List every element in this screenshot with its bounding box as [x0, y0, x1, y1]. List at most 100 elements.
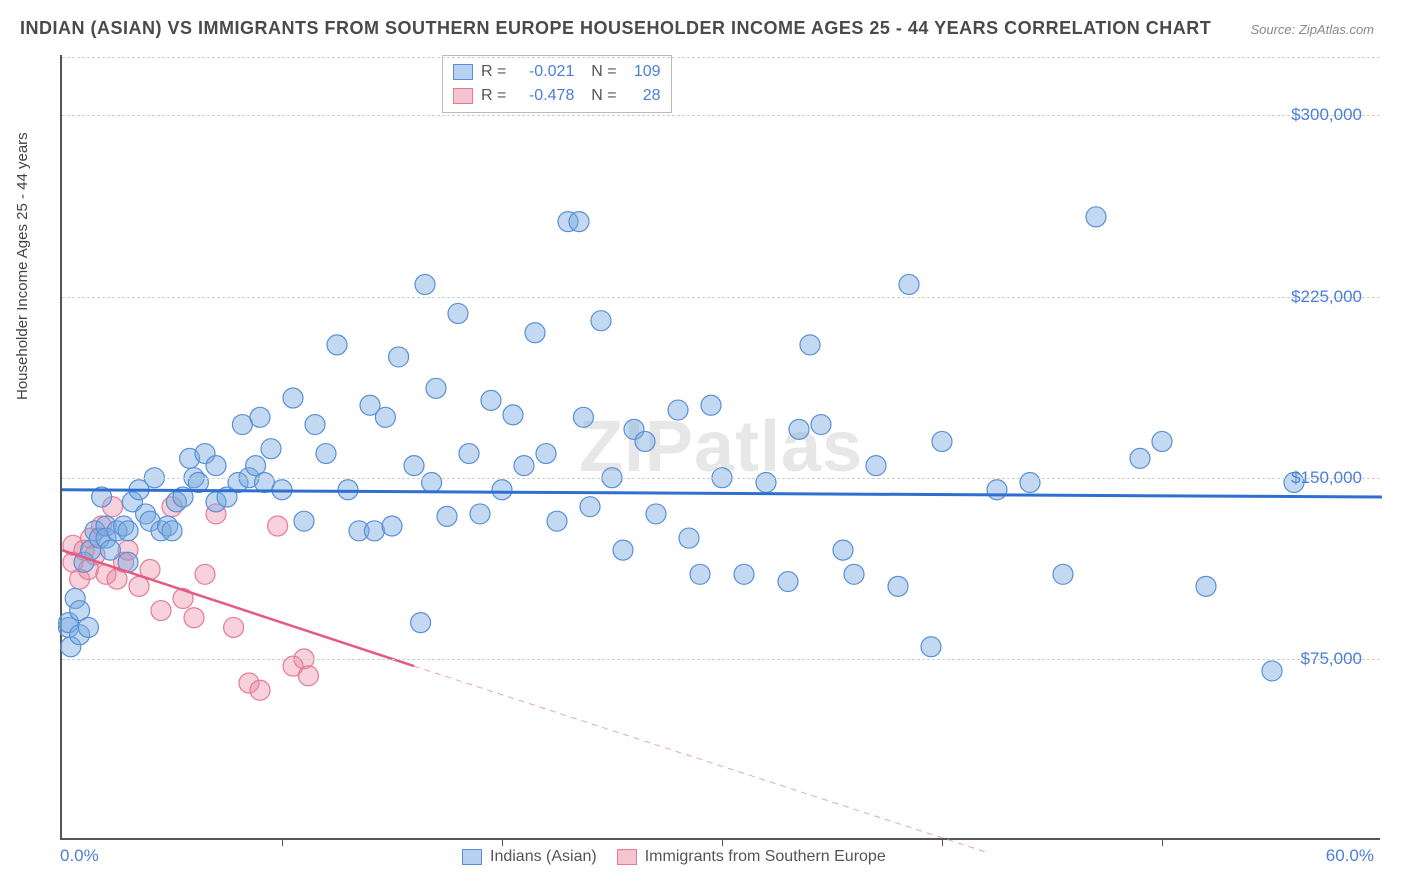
data-point [569, 212, 589, 232]
data-point [338, 480, 358, 500]
data-point [514, 456, 534, 476]
trendline [62, 490, 1382, 497]
legend-item: Immigrants from Southern Europe [617, 848, 886, 866]
gridline-h [62, 478, 1380, 479]
legend-series: Indians (Asian) Immigrants from Southern… [462, 848, 886, 866]
data-point [470, 504, 490, 524]
y-tick-label: $150,000 [1291, 468, 1362, 488]
data-point [415, 274, 435, 294]
data-point [422, 473, 442, 493]
y-tick-label: $75,000 [1301, 649, 1362, 669]
y-tick-label: $225,000 [1291, 287, 1362, 307]
x-tick-label: 60.0% [1326, 846, 1374, 866]
data-point [283, 388, 303, 408]
data-point [118, 521, 138, 541]
data-point [268, 516, 288, 536]
data-point [921, 637, 941, 657]
data-point [250, 407, 270, 427]
legend-series-label: Immigrants from Southern Europe [645, 848, 886, 866]
gridline-h [62, 297, 1380, 298]
gridline-h [62, 115, 1380, 116]
data-point [437, 506, 457, 526]
chart-title: INDIAN (ASIAN) VS IMMIGRANTS FROM SOUTHE… [20, 18, 1211, 39]
trendline [414, 666, 986, 852]
data-point [305, 415, 325, 435]
data-point [591, 311, 611, 331]
data-point [789, 419, 809, 439]
plot-area: ZIPatlas R = -0.021 N = 109 R = -0.478 N… [60, 55, 1380, 840]
y-axis-label: Householder Income Ages 25 - 44 years [14, 132, 31, 400]
data-point [756, 473, 776, 493]
y-tick-label: $300,000 [1291, 105, 1362, 125]
data-point [811, 415, 831, 435]
data-point [573, 407, 593, 427]
data-point [224, 617, 244, 637]
data-point [261, 439, 281, 459]
data-point [646, 504, 666, 524]
data-point [635, 431, 655, 451]
data-point [734, 564, 754, 584]
data-point [525, 323, 545, 343]
data-point [459, 444, 479, 464]
x-tick-mark [1162, 838, 1163, 846]
source-attribution: Source: ZipAtlas.com [1250, 22, 1374, 37]
data-point [888, 576, 908, 596]
data-point [327, 335, 347, 355]
data-point [78, 617, 98, 637]
data-point [316, 444, 336, 464]
data-point [162, 521, 182, 541]
data-point [987, 480, 1007, 500]
data-point [536, 444, 556, 464]
data-point [1053, 564, 1073, 584]
data-point [375, 407, 395, 427]
data-point [404, 456, 424, 476]
data-point [411, 613, 431, 633]
legend-swatch-series2 [617, 849, 637, 865]
gridline-h [62, 659, 1380, 660]
data-point [833, 540, 853, 560]
data-point [778, 572, 798, 592]
data-point [206, 456, 226, 476]
data-point [701, 395, 721, 415]
data-point [1020, 473, 1040, 493]
data-point [1196, 576, 1216, 596]
data-point [151, 601, 171, 621]
data-point [679, 528, 699, 548]
x-tick-label: 0.0% [60, 846, 99, 866]
data-point [866, 456, 886, 476]
x-tick-mark [942, 838, 943, 846]
legend-swatch-series1 [462, 849, 482, 865]
x-tick-mark [502, 838, 503, 846]
gridline-h [62, 57, 1380, 58]
data-point [503, 405, 523, 425]
x-tick-mark [282, 838, 283, 846]
data-point [364, 521, 384, 541]
data-point [547, 511, 567, 531]
data-point [294, 511, 314, 531]
x-tick-mark [722, 838, 723, 846]
data-point [100, 540, 120, 560]
data-point [690, 564, 710, 584]
legend-series-label: Indians (Asian) [490, 848, 597, 866]
data-point [1262, 661, 1282, 681]
scatter-svg [62, 55, 1380, 838]
data-point [195, 564, 215, 584]
data-point [844, 564, 864, 584]
data-point [298, 666, 318, 686]
data-point [1086, 207, 1106, 227]
data-point [129, 576, 149, 596]
trendline [62, 550, 414, 666]
data-point [382, 516, 402, 536]
data-point [580, 497, 600, 517]
data-point [184, 608, 204, 628]
data-point [492, 480, 512, 500]
data-point [426, 378, 446, 398]
data-point [232, 415, 252, 435]
data-point [668, 400, 688, 420]
data-point [800, 335, 820, 355]
data-point [481, 390, 501, 410]
legend-item: Indians (Asian) [462, 848, 597, 866]
data-point [613, 540, 633, 560]
data-point [899, 274, 919, 294]
data-point [932, 431, 952, 451]
